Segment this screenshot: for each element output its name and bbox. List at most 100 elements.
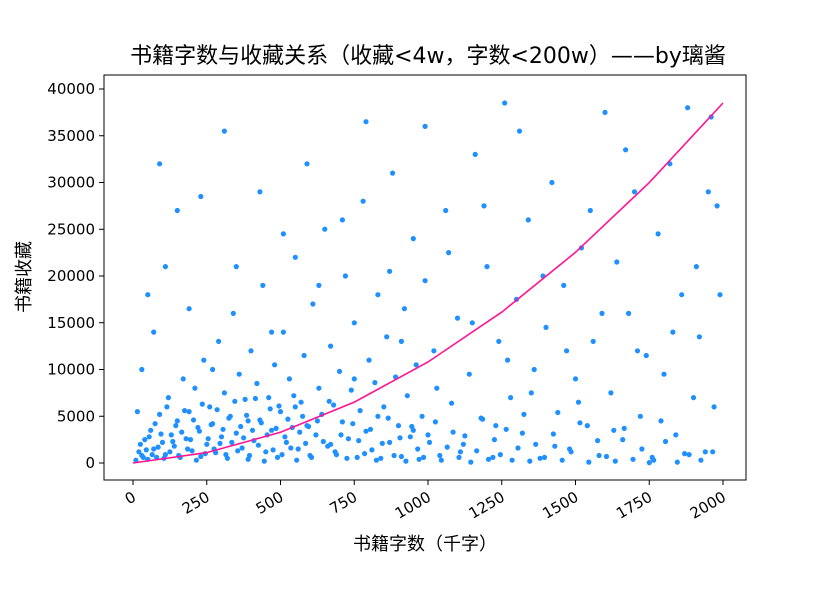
scatter-point bbox=[292, 404, 298, 410]
scatter-point bbox=[481, 203, 487, 209]
scatter-point bbox=[390, 170, 396, 176]
scatter-point bbox=[696, 334, 703, 340]
scatter-point bbox=[295, 446, 301, 452]
scatter-point bbox=[252, 395, 258, 402]
scatter-point bbox=[140, 454, 146, 460]
scatter-point bbox=[434, 385, 440, 391]
scatter-point bbox=[369, 447, 375, 453]
scatter-point bbox=[375, 413, 381, 419]
scatter-point bbox=[626, 310, 632, 316]
scatter-point bbox=[612, 458, 618, 464]
scatter-point bbox=[634, 348, 641, 354]
scatter-point bbox=[179, 429, 185, 435]
scatter-point bbox=[149, 452, 155, 458]
scatter-point bbox=[397, 435, 403, 441]
scatter-point bbox=[198, 453, 204, 460]
scatter-point bbox=[413, 362, 419, 368]
scatter-point bbox=[204, 441, 210, 447]
scatter-point bbox=[438, 457, 444, 463]
scatter-point bbox=[226, 415, 232, 421]
scatter-point bbox=[229, 439, 235, 445]
scatter-point bbox=[244, 412, 250, 418]
scatter-point bbox=[189, 448, 195, 454]
scatter-point bbox=[270, 447, 276, 453]
scatter-point bbox=[503, 426, 509, 432]
scatter-point bbox=[148, 427, 154, 433]
scatter-point bbox=[505, 357, 511, 363]
scatter-point bbox=[620, 437, 626, 443]
scatter-point bbox=[555, 409, 561, 416]
scatter-point bbox=[541, 454, 548, 460]
scatter-point bbox=[469, 320, 475, 326]
scatter-point bbox=[690, 395, 697, 401]
scatter-point bbox=[533, 441, 539, 447]
scatter-point bbox=[462, 433, 468, 439]
scatter-point bbox=[145, 292, 151, 298]
scatter-point bbox=[331, 402, 337, 408]
scatter-point bbox=[274, 454, 281, 460]
y-tick-label: 15000 bbox=[47, 314, 95, 332]
scatter-point bbox=[162, 264, 168, 270]
fit-curve bbox=[132, 102, 724, 464]
scatter-point bbox=[614, 259, 620, 265]
scatter-point bbox=[360, 198, 366, 204]
scatter-point bbox=[285, 416, 291, 422]
scatter-point bbox=[631, 189, 638, 195]
scatter-point bbox=[269, 329, 275, 335]
scatter-point bbox=[496, 338, 502, 344]
scatter-point bbox=[328, 343, 334, 349]
scatter-point bbox=[643, 352, 649, 359]
scatter-point bbox=[484, 264, 490, 270]
scatter-point bbox=[437, 452, 443, 459]
scatter-point bbox=[233, 430, 239, 436]
scatter-point bbox=[207, 404, 213, 410]
scatter-point bbox=[133, 457, 139, 463]
scatter-point bbox=[280, 329, 286, 335]
scatter-point bbox=[297, 429, 303, 435]
x-tick-label: 250 bbox=[179, 488, 213, 518]
scatter-point bbox=[717, 292, 723, 298]
scatter-point bbox=[559, 457, 565, 463]
scatter-point bbox=[472, 151, 478, 157]
scatter-point bbox=[432, 419, 438, 425]
scatter-point bbox=[602, 109, 608, 115]
scatter-point bbox=[294, 457, 300, 463]
scatter-point bbox=[249, 427, 256, 433]
scatter-point bbox=[142, 437, 148, 443]
scatter-point bbox=[714, 203, 720, 209]
scatter-point bbox=[159, 439, 166, 445]
scatter-point bbox=[543, 324, 549, 330]
scatter-point bbox=[407, 434, 413, 440]
scatter-point bbox=[450, 429, 456, 435]
scatter-point bbox=[651, 457, 657, 463]
scatter-point bbox=[702, 449, 708, 455]
scatter-point bbox=[332, 449, 338, 455]
scatter-point bbox=[516, 128, 523, 134]
scatter-point bbox=[165, 395, 171, 401]
scatter-point bbox=[710, 449, 716, 455]
y-tick-label: 35000 bbox=[47, 127, 95, 145]
scatter-point bbox=[549, 179, 555, 186]
scatter-point bbox=[552, 443, 558, 449]
scatter-point bbox=[223, 452, 229, 458]
scatter-point bbox=[508, 395, 514, 401]
scatter-point bbox=[686, 452, 692, 458]
scatter-point bbox=[277, 409, 284, 415]
scatter-point bbox=[603, 453, 610, 460]
scatter-point bbox=[208, 422, 214, 428]
scatter-point bbox=[326, 398, 332, 404]
scatter-point bbox=[187, 437, 194, 443]
scatter-point bbox=[381, 404, 387, 410]
scatter-point bbox=[235, 448, 241, 454]
scatter-point bbox=[336, 368, 343, 374]
x-tick-label: 500 bbox=[253, 488, 287, 518]
scatter-point bbox=[272, 362, 278, 368]
scatter-point bbox=[391, 452, 397, 459]
x-tick-label: 750 bbox=[326, 488, 360, 518]
scatter-point bbox=[303, 440, 309, 446]
scatter-point bbox=[279, 452, 285, 458]
scatter-point bbox=[599, 310, 605, 316]
scatter-point bbox=[136, 449, 142, 455]
scatter-point bbox=[157, 411, 163, 417]
scatter-point bbox=[221, 390, 227, 396]
